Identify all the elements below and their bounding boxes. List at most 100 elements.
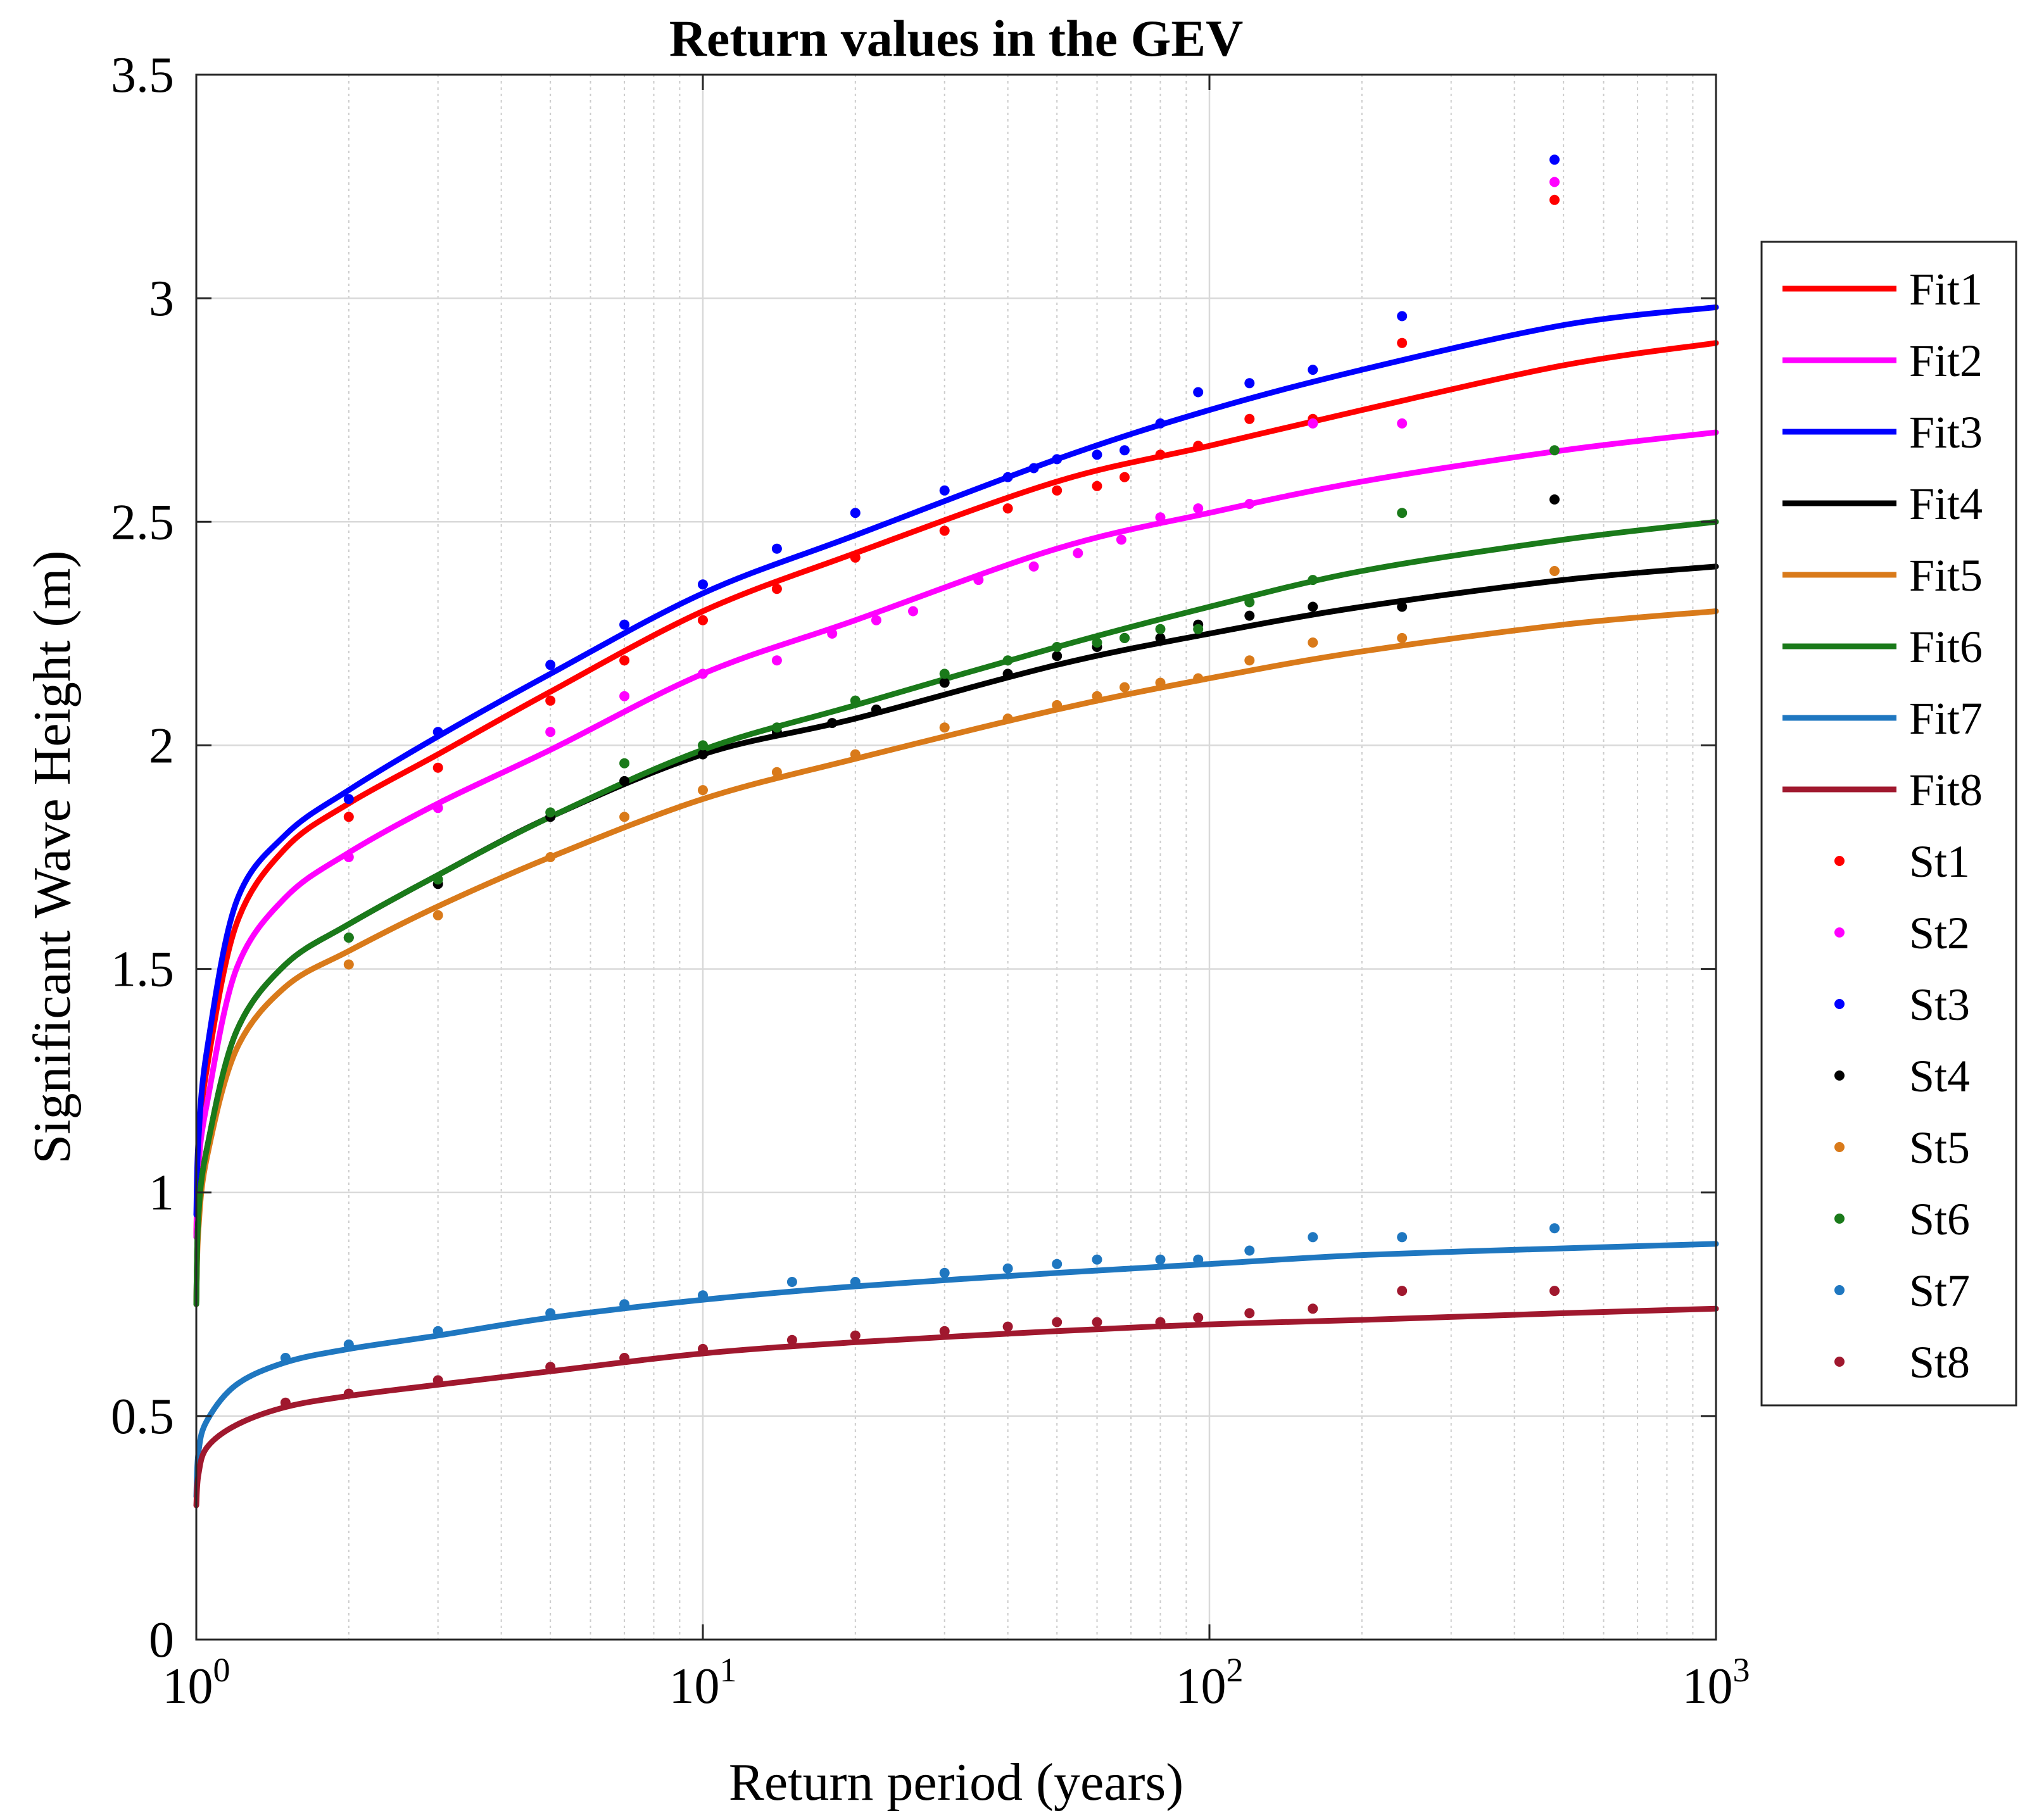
y-tick-label: 2.5 (111, 494, 174, 550)
point-st8 (1308, 1303, 1318, 1314)
y-tick-label: 2 (149, 718, 174, 774)
x-axis-label: Return period (years) (729, 1753, 1183, 1812)
point-st4 (1308, 601, 1318, 612)
point-st7 (545, 1308, 556, 1319)
point-st1 (1193, 441, 1204, 451)
point-st1 (1155, 449, 1166, 460)
point-st6 (1002, 655, 1013, 666)
point-st8 (432, 1375, 443, 1386)
point-st6 (850, 695, 861, 706)
point-st1 (343, 812, 354, 822)
y-tick-label: 3.5 (111, 47, 174, 103)
point-st6 (1052, 642, 1063, 652)
fit-line-fit7 (193, 1241, 1719, 1500)
point-st5 (850, 749, 861, 760)
point-st7 (1193, 1254, 1204, 1265)
x-tick-exponent: 0 (213, 1651, 230, 1689)
point-st3 (545, 660, 556, 670)
point-st1 (771, 584, 782, 594)
point-st2 (619, 691, 630, 701)
legend-box (1760, 241, 2017, 1407)
point-st2 (1193, 503, 1204, 514)
x-tick-exponent: 1 (720, 1651, 737, 1689)
point-st5 (698, 785, 708, 796)
point-st6 (1308, 575, 1318, 586)
point-st6 (1549, 445, 1560, 456)
y-axis-label: Significant Wave Height (m) (23, 550, 82, 1164)
point-st5 (1155, 677, 1166, 688)
point-st5 (939, 722, 950, 733)
x-tick-exponent: 3 (1733, 1651, 1750, 1689)
point-st8 (1244, 1308, 1255, 1319)
legend-label-fit4: Fit4 (1909, 479, 1983, 529)
point-st5 (1193, 673, 1204, 684)
fit-line-fit6 (193, 518, 1719, 1307)
point-st5 (1308, 637, 1318, 648)
plot-area (196, 75, 1716, 1640)
point-st5 (432, 910, 443, 920)
point-st1 (1092, 480, 1102, 491)
fit-line-fit2 (193, 429, 1719, 1240)
point-st3 (619, 619, 630, 630)
point-st2 (908, 606, 918, 617)
point-st2 (432, 803, 443, 813)
y-tick-label: 3 (149, 271, 174, 327)
x-tick-exponent: 2 (1227, 1651, 1244, 1689)
point-st8 (619, 1353, 630, 1363)
point-st5 (1002, 713, 1013, 724)
point-st2 (1397, 418, 1408, 429)
point-st7 (1002, 1263, 1013, 1274)
point-st8 (280, 1397, 291, 1408)
y-tick-label: 0.5 (111, 1389, 174, 1445)
y-tick-label: 0 (149, 1612, 174, 1668)
point-st7 (1549, 1223, 1560, 1234)
station-points (280, 154, 1560, 1408)
point-st7 (619, 1299, 630, 1310)
point-st2 (871, 615, 881, 625)
point-st4 (871, 704, 881, 715)
point-st3 (1308, 365, 1318, 375)
point-st7 (1244, 1245, 1255, 1256)
point-st8 (545, 1362, 556, 1372)
point-st4 (1052, 651, 1063, 662)
legend-label-st5: St5 (1909, 1122, 1970, 1173)
x-tick-base: 10 (1176, 1659, 1227, 1714)
point-st1 (1120, 472, 1130, 482)
legend-marker-st7 (1834, 1285, 1845, 1295)
x-tick-base: 10 (669, 1659, 720, 1714)
fit-line-fit3 (193, 304, 1719, 1218)
point-st4 (698, 749, 708, 760)
point-st6 (939, 668, 950, 679)
point-st3 (850, 508, 861, 518)
point-st5 (1244, 655, 1255, 666)
point-st7 (432, 1326, 443, 1336)
minor-grid (348, 75, 1694, 1640)
point-st7 (698, 1290, 708, 1301)
point-st8 (1549, 1286, 1560, 1296)
fit-lines (193, 304, 1719, 1509)
point-st8 (1193, 1312, 1204, 1323)
legend-label-st1: St1 (1909, 836, 1970, 887)
point-st1 (939, 525, 950, 536)
legend-label-st2: St2 (1909, 908, 1970, 958)
legend-label-fit8: Fit8 (1909, 765, 1983, 815)
x-tick-base: 10 (163, 1659, 213, 1714)
legend-marker-st4 (1834, 1070, 1845, 1081)
y-tick-label: 1 (149, 1165, 174, 1221)
fit-line-fit1 (193, 340, 1719, 1240)
legend-marker-st5 (1834, 1142, 1845, 1152)
point-st7 (1155, 1254, 1166, 1265)
point-st3 (1397, 311, 1408, 322)
point-st7 (343, 1339, 354, 1350)
point-st8 (698, 1343, 708, 1354)
point-st2 (1073, 548, 1083, 558)
point-st1 (1244, 413, 1255, 424)
point-st6 (1193, 624, 1204, 634)
point-st2 (1155, 512, 1166, 523)
point-st8 (939, 1326, 950, 1336)
point-st5 (1052, 700, 1063, 710)
legend-label-fit1: Fit1 (1909, 264, 1983, 315)
plot-frame (195, 73, 1717, 1641)
point-st6 (1397, 508, 1408, 518)
